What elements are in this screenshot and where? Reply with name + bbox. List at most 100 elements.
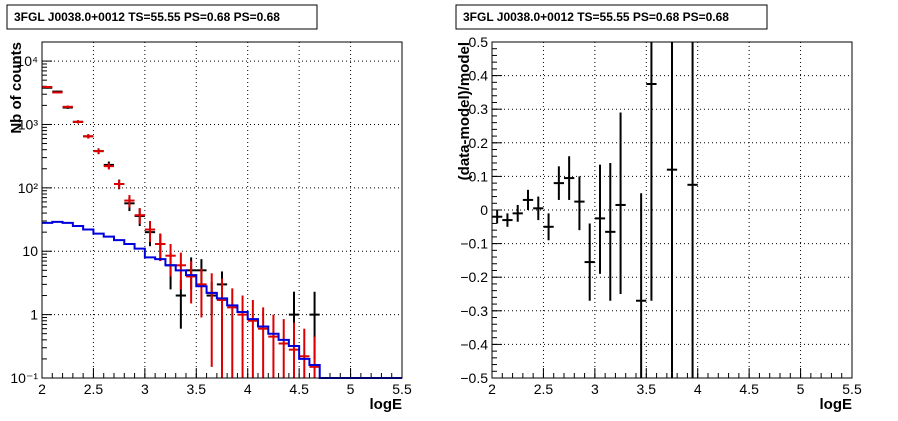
counts-series-1	[42, 86, 320, 378]
residuals-data-point	[594, 164, 606, 274]
counts-data-point	[268, 314, 279, 378]
counts-plot-frame	[41, 41, 403, 379]
counts-data-point	[258, 307, 269, 378]
residuals-data-point	[553, 166, 564, 200]
residuals-data-point	[687, 42, 698, 378]
counts-x-tick-label: 4.5	[289, 381, 309, 397]
counts-data-point	[83, 134, 94, 139]
counts-data-point	[72, 120, 84, 124]
counts-data-point	[237, 295, 248, 378]
counts-data-point	[114, 179, 125, 189]
counts-y-tick-label: 10⁴	[16, 53, 38, 69]
counts-series-2	[42, 220, 402, 379]
counts-data-point	[186, 261, 197, 304]
residuals-panel: 3FGL J0038.0+0012 TS=55.55 PS=0.68 PS=0.…	[455, 4, 862, 413]
counts-x-tick-labels: 2 2.5 3 3.5 4 4.5 5 5.5	[38, 381, 412, 397]
residuals-x-tick-label: 3.5	[637, 381, 657, 397]
counts-data-point	[247, 300, 258, 378]
counts-data-point	[288, 322, 300, 378]
counts-data-point	[134, 208, 145, 224]
counts-y-tick-label: 10	[22, 243, 38, 259]
residuals-x-tick-label: 5.5	[842, 381, 862, 397]
counts-title: 3FGL J0038.0+0012 TS=55.55 PS=0.68 PS=0.…	[14, 10, 280, 24]
residuals-x-tick-label: 4	[694, 381, 702, 397]
counts-data-point	[309, 336, 320, 378]
counts-title-box	[6, 4, 318, 30]
counts-data-point	[165, 244, 176, 277]
counts-x-tick-label: 2.5	[84, 381, 104, 397]
residuals-x-tick-label: 4.5	[739, 381, 759, 397]
residuals-y-tick-label: −0.5	[460, 370, 488, 386]
residuals-y-tick-label: 0.3	[469, 101, 489, 117]
counts-data-point	[206, 273, 217, 367]
counts-data-point	[155, 233, 166, 262]
residuals-series	[492, 42, 698, 378]
counts-data-point	[196, 268, 207, 318]
residuals-data-point	[564, 156, 575, 200]
counts-model-step-line	[42, 220, 402, 379]
counts-data-point	[299, 328, 310, 378]
residuals-data-point	[502, 213, 513, 227]
residuals-data-point	[533, 196, 544, 221]
residuals-y-tick-label: 0.2	[469, 135, 489, 151]
counts-x-axis-label: logE	[370, 396, 403, 413]
residuals-x-tick-label: 2.5	[534, 381, 554, 397]
residuals-y-tick-label: 0	[480, 202, 488, 218]
counts-data-point	[42, 86, 53, 89]
residuals-y-tick-label: −0.1	[460, 236, 488, 252]
residuals-data-point	[584, 223, 595, 301]
counts-y-tick-label: 10³	[18, 116, 39, 132]
residuals-y-tick-label: −0.3	[460, 303, 488, 319]
counts-y-tick-label: 10²	[18, 180, 39, 196]
residuals-x-axis-label: logE	[820, 396, 853, 413]
residuals-data-point	[615, 112, 626, 294]
residuals-y-tick-label: −0.2	[460, 269, 488, 285]
residuals-data-point	[574, 176, 585, 231]
residuals-x-tick-label: 5	[797, 381, 805, 397]
residuals-y-tick-label: 0.5	[469, 34, 489, 50]
counts-data-point	[52, 91, 63, 94]
counts-y-axis-label: Nb of counts	[8, 42, 25, 134]
counts-data-point	[227, 288, 238, 378]
counts-x-tick-label: 3	[141, 381, 149, 397]
residuals-y-tick-label: 0.1	[469, 168, 489, 184]
residuals-x-tick-labels: 2 2.5 3 3.5 4 4.5 5 5.5	[488, 381, 862, 397]
residuals-x-tick-label: 2	[488, 381, 496, 397]
counts-x-tick-label: 2	[38, 381, 46, 397]
counts-data-point	[216, 278, 228, 378]
counts-data-point	[103, 163, 114, 170]
residuals-y-tick-labels: −0.5 −0.4 −0.3 −0.2 −0.1 0 0.1 0.2 0.3 0.4 0.5	[460, 34, 488, 386]
residuals-data-point	[666, 42, 678, 378]
residuals-data-point	[636, 193, 647, 378]
counts-x-tick-label: 5.5	[392, 381, 412, 397]
counts-data-point	[124, 195, 135, 208]
counts-x-tick-label: 4	[244, 381, 252, 397]
residuals-data-point	[646, 42, 657, 301]
counts-x-tick-label: 3.5	[187, 381, 207, 397]
counts-series	[42, 86, 402, 379]
counts-series-0	[42, 86, 320, 359]
residuals-title: 3FGL J0038.0+0012 TS=55.55 PS=0.68 PS=0.…	[463, 10, 729, 24]
residuals-y-axis-label: (data-model)/model	[456, 42, 473, 180]
residuals-title-box	[455, 4, 768, 30]
counts-y-tick-label: 10⁻¹	[10, 370, 38, 386]
residuals-data-point	[543, 213, 554, 241]
residuals-series-0	[492, 42, 698, 378]
residuals-y-tick-label: −0.4	[460, 336, 488, 352]
residuals-data-point	[605, 162, 616, 301]
counts-panel: 3FGL J0038.0+0012 TS=55.55 PS=0.68 PS=0.…	[6, 4, 412, 413]
counts-gridlines	[42, 42, 402, 378]
counts-x-tick-label: 5	[347, 381, 355, 397]
residuals-plot-frame	[491, 41, 853, 379]
counts-y-tick-labels: 10⁻¹ 1 10 10² 10³ 10⁴	[10, 53, 38, 386]
residuals-data-point	[522, 189, 534, 210]
counts-data-point	[93, 148, 104, 154]
residuals-data-point	[512, 204, 523, 222]
residuals-x-tick-label: 3	[591, 381, 599, 397]
counts-data-point	[144, 220, 156, 242]
residuals-data-point	[492, 210, 503, 224]
counts-data-point	[62, 105, 73, 109]
counts-y-tick-label: 1	[30, 307, 38, 323]
counts-data-point	[278, 319, 289, 378]
